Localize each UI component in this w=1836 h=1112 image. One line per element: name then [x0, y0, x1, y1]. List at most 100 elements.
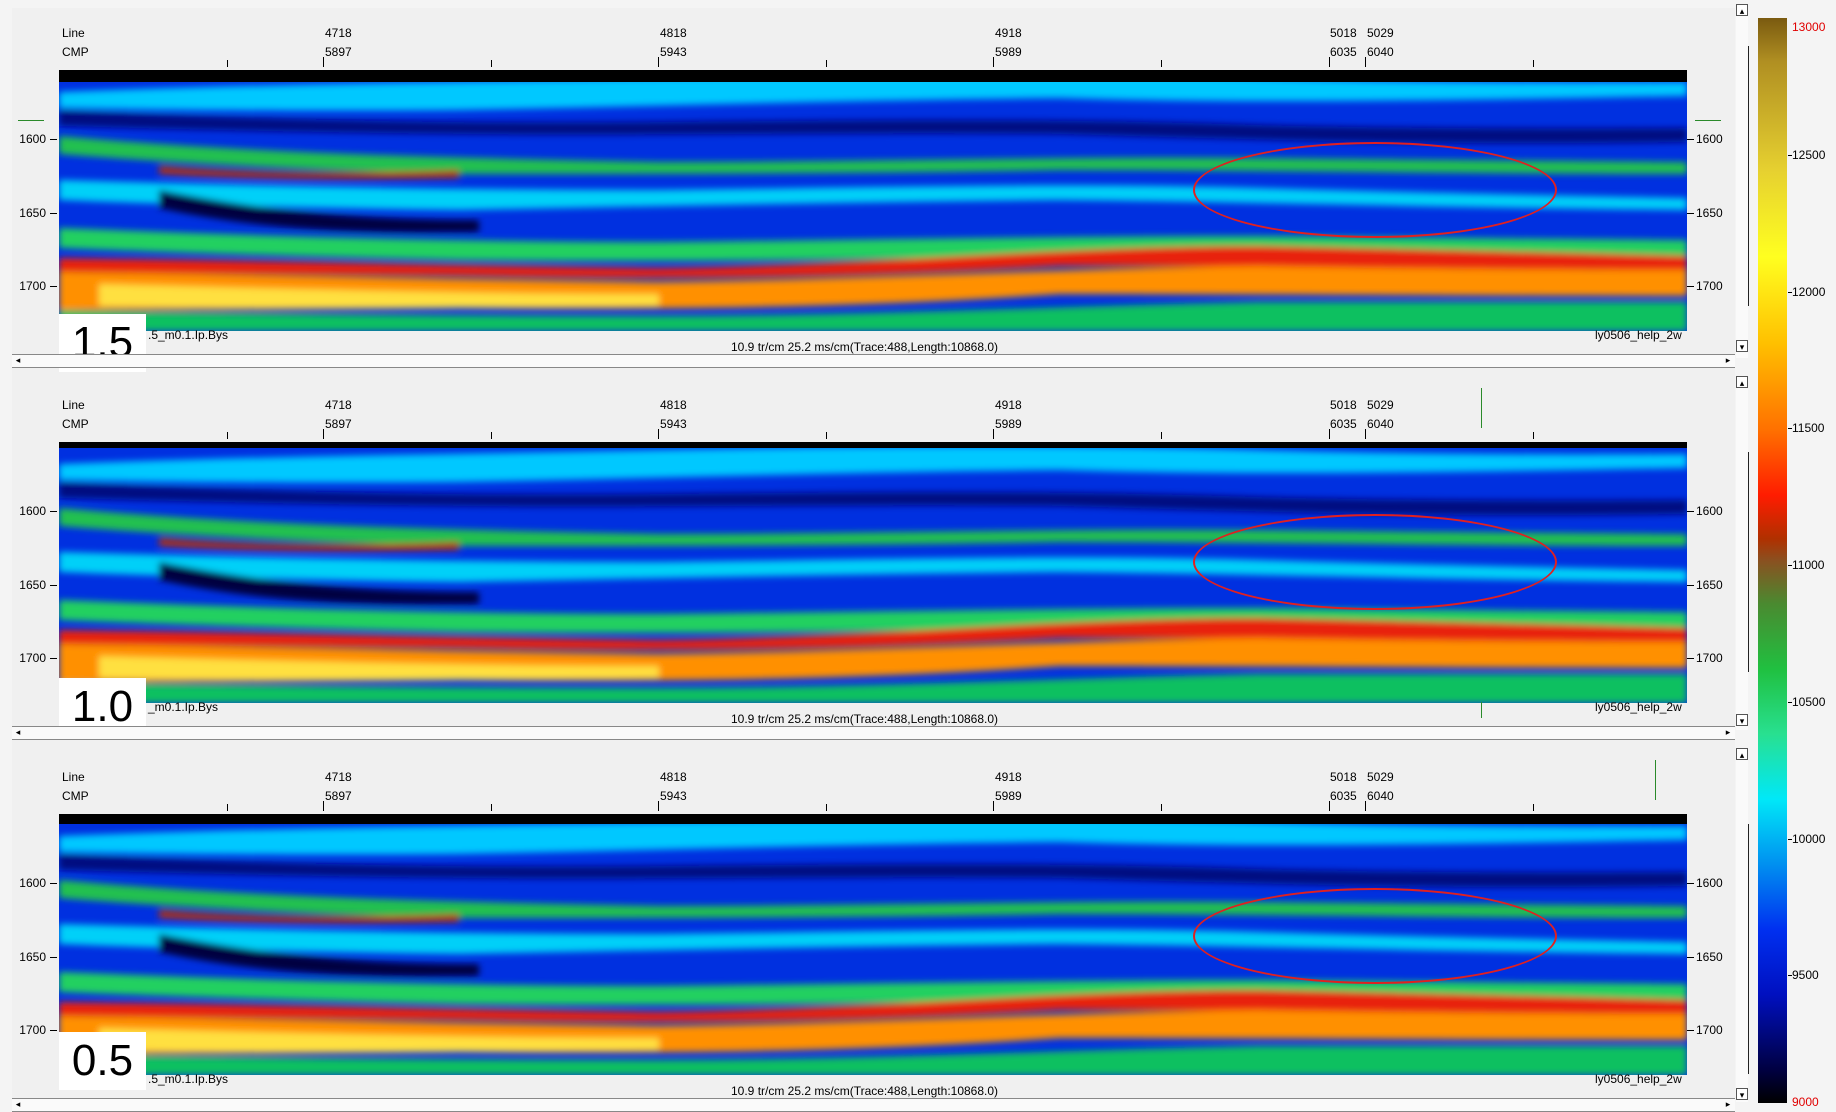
line-value: 5018 [1330, 398, 1357, 412]
line-value: 4818 [660, 26, 687, 40]
trace-tick [826, 60, 827, 67]
scroll-up-icon[interactable]: ▴ [1736, 4, 1748, 16]
scroll-left-icon[interactable]: ◂ [15, 355, 21, 365]
scroll-down-icon[interactable]: ▾ [1736, 1088, 1748, 1100]
colorbar-label: 10000 [1792, 832, 1826, 846]
scroll-right-icon[interactable]: ▸ [1725, 1099, 1731, 1109]
time-label-left: 1650 [19, 578, 46, 592]
time-tick [1687, 957, 1694, 958]
colorbar-tick [1788, 702, 1792, 703]
time-label-left: 1600 [19, 132, 46, 146]
time-tick [50, 139, 57, 140]
dataset-name: .5_m0.1.Ip.Bys [148, 328, 229, 342]
horizon-name: ly0506_help_2w [1595, 700, 1682, 714]
display-scale-info: 10.9 tr/cm 25.2 ms/cm(Trace:488,Length:1… [731, 340, 999, 354]
trace-tick [1533, 432, 1534, 439]
colorbar-tick [1788, 428, 1792, 429]
line-value: 4818 [660, 398, 687, 412]
time-tick [50, 658, 57, 659]
time-label-right: 1600 [1696, 132, 1723, 146]
scroll-up-icon[interactable]: ▴ [1736, 748, 1748, 760]
vertical-scrollbar[interactable]: ▴ ▾ [1736, 376, 1748, 730]
horizontal-scrollbar[interactable]: ◂ ▸ [12, 726, 1735, 740]
horizon-marker [1695, 120, 1721, 121]
colorbar-label: 10500 [1792, 695, 1826, 709]
trace-tick [658, 57, 659, 67]
cmp-value: 5943 [660, 45, 687, 59]
cmp-value: 5897 [325, 417, 352, 431]
trace-tick [323, 801, 324, 811]
colorbar-gradient [1758, 18, 1787, 1103]
vertical-scrollbar[interactable]: ▴ ▾ [1736, 748, 1748, 1102]
line-value: 4918 [995, 770, 1022, 784]
colorbar [1758, 18, 1787, 1103]
cmp-value: 5943 [660, 789, 687, 803]
time-tick [1687, 658, 1694, 659]
time-label-left: 1700 [19, 651, 46, 665]
line-label: Line [62, 398, 85, 412]
cmp-value: 6035 [1330, 789, 1357, 803]
line-label: Line [62, 770, 85, 784]
colorbar-tick [1788, 565, 1792, 566]
horizontal-scrollbar[interactable]: ◂ ▸ [12, 354, 1735, 368]
scroll-down-icon[interactable]: ▾ [1736, 340, 1748, 352]
line-value: 4718 [325, 398, 352, 412]
right-bracket [1747, 824, 1749, 1074]
time-label-left: 1600 [19, 504, 46, 518]
trace-tick [826, 804, 827, 811]
trace-tick [491, 804, 492, 811]
colorbar-tick [1788, 975, 1792, 976]
trace-tick [1365, 57, 1366, 67]
cmp-label: CMP [62, 789, 89, 803]
scroll-right-icon[interactable]: ▸ [1725, 355, 1731, 365]
time-tick [50, 286, 57, 287]
trace-tick [1365, 801, 1366, 811]
right-bracket [1747, 46, 1749, 306]
horizontal-scrollbar[interactable]: ◂ ▸ [12, 1098, 1735, 1112]
trace-tick [227, 60, 228, 67]
horizon-marker [1481, 702, 1482, 718]
horizon-marker [18, 120, 44, 121]
colorbar-label: 11000 [1792, 558, 1825, 572]
trace-tick [227, 432, 228, 439]
time-label-right: 1700 [1696, 651, 1723, 665]
dataset-name: _m0.1.Ip.Bys [148, 700, 219, 714]
time-tick [1687, 585, 1694, 586]
trace-tick [1365, 429, 1366, 439]
cmp-value: 5897 [325, 789, 352, 803]
scroll-left-icon[interactable]: ◂ [15, 727, 21, 737]
cmp-value: 6040 [1367, 417, 1394, 431]
colorbar-label: 12500 [1792, 148, 1826, 162]
time-label-right: 1650 [1696, 950, 1723, 964]
time-tick [1687, 511, 1694, 512]
horizon-name: ly0506_help_2w [1595, 1072, 1682, 1086]
seismic-panel-3: Line CMP 4718 4818 4918 5018 5029 5897 5… [12, 752, 1749, 1112]
trace-tick [1533, 804, 1534, 811]
scroll-right-icon[interactable]: ▸ [1725, 727, 1731, 737]
scroll-up-icon[interactable]: ▴ [1736, 376, 1748, 388]
line-value: 5029 [1367, 398, 1394, 412]
vertical-scrollbar[interactable]: ▴ ▾ [1736, 4, 1748, 358]
colorbar-label: 9500 [1792, 968, 1819, 982]
trace-tick [658, 429, 659, 439]
trace-tick [227, 804, 228, 811]
line-value: 4818 [660, 770, 687, 784]
time-tick [1687, 213, 1694, 214]
line-value: 5018 [1330, 26, 1357, 40]
time-tick [1687, 286, 1694, 287]
seismic-panel-1: Line CMP 4718 4818 4918 5018 5029 5897 5… [12, 8, 1749, 380]
cmp-value: 5989 [995, 789, 1022, 803]
trace-tick [1329, 57, 1330, 67]
time-label-right: 1650 [1696, 206, 1723, 220]
line-value: 4918 [995, 398, 1022, 412]
time-label-left: 1600 [19, 876, 46, 890]
display-scale-info: 10.9 tr/cm 25.2 ms/cm(Trace:488,Length:1… [731, 712, 999, 726]
display-scale-info: 10.9 tr/cm 25.2 ms/cm(Trace:488,Length:1… [731, 1084, 999, 1098]
time-label-left: 1650 [19, 950, 46, 964]
scroll-left-icon[interactable]: ◂ [15, 1099, 21, 1109]
scroll-down-icon[interactable]: ▾ [1736, 714, 1748, 726]
trace-tick [491, 432, 492, 439]
time-tick [1687, 883, 1694, 884]
time-tick [50, 883, 57, 884]
time-tick [50, 1030, 57, 1031]
